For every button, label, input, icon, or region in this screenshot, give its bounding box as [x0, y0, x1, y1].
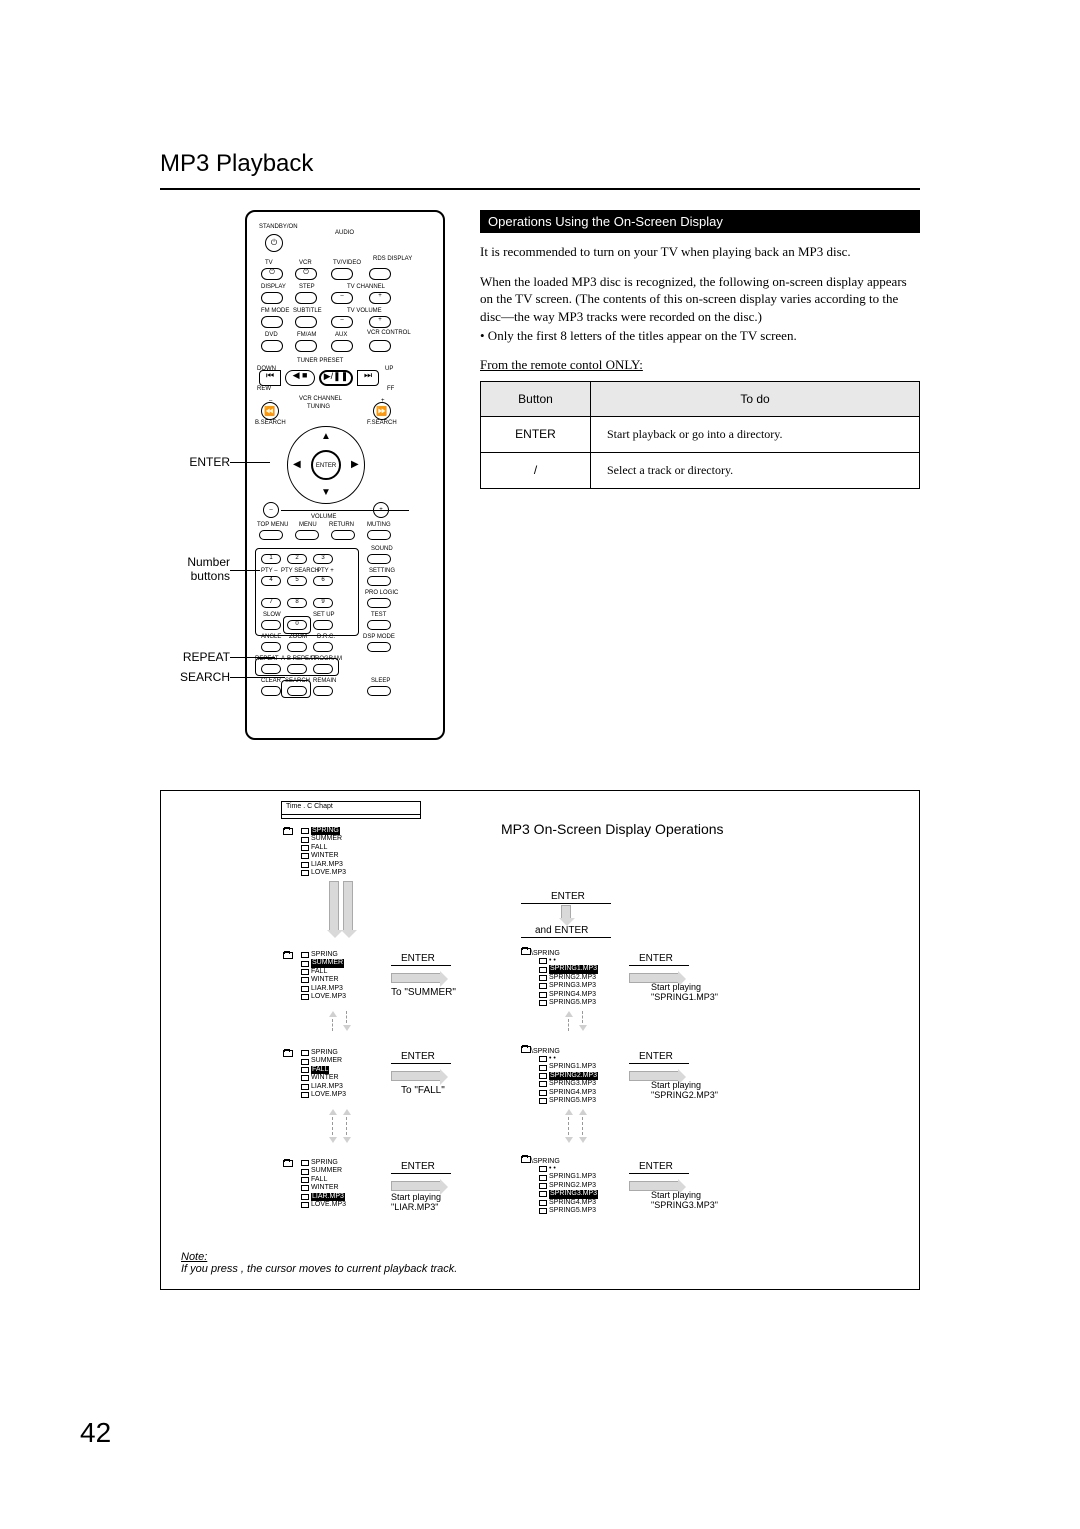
p2: When the loaded MP3 disc is recognized, … — [480, 273, 920, 326]
heading-rule — [160, 188, 920, 190]
td-arrows-desc: Select a track or directory. — [591, 452, 920, 488]
remote-only: From the remote contol ONLY: — [480, 357, 920, 373]
flow-diagram: Time . C Chapt MP3 On-Screen Display Ope… — [160, 790, 920, 1290]
page-number: 42 — [80, 1417, 111, 1449]
label-number: Number buttons — [160, 555, 230, 584]
td-enter-desc: Start playback or go into a directory. — [591, 416, 920, 452]
root-list-2: SPRING SUMMER FALL WINTER LIAR.MP3 LOVE.… — [301, 951, 346, 1001]
label-search: SEARCH — [160, 670, 230, 684]
spring-list-3: • • SPRING1.MP3 SPRING2.MP3 SPRING3.MP3 … — [539, 1165, 598, 1215]
th-button: Button — [481, 381, 591, 416]
remote-diagram: ENTER Number buttons REPEAT SEARCH STAND… — [160, 210, 450, 740]
root-list-3: SPRING SUMMER FALL WINTER LIAR.MP3 LOVE.… — [301, 1049, 346, 1099]
section-title: Operations Using the On-Screen Display — [480, 210, 920, 233]
label-enter: ENTER — [160, 455, 230, 469]
th-todo: To do — [591, 381, 920, 416]
spring-list-2: • • SPRING1.MP3 SPRING2.MP3 SPRING3.MP3 … — [539, 1055, 598, 1105]
diagram-title: MP3 On-Screen Display Operations — [501, 821, 724, 837]
bullet: • Only the first 8 letters of the titles… — [480, 327, 920, 345]
spring-list-1: • • SPRING1.MP3 SPRING2.MP3 SPRING3.MP3 … — [539, 957, 598, 1007]
remote-face: STANDBY/ON AUDIO ⏻ TV VCR TV/VIDEO RDS D… — [255, 220, 435, 730]
root-list-4: SPRING SUMMER FALL WINTER LIAR.MP3 LOVE.… — [301, 1159, 346, 1209]
td-arrows: / — [481, 452, 591, 488]
label-repeat: REPEAT — [160, 650, 230, 664]
page-heading: MP3 Playback — [160, 150, 920, 178]
root-list-1: SPRING SUMMER FALL WINTER LIAR.MP3 LOVE.… — [301, 827, 346, 877]
button-table: ButtonTo do ENTERStart playback or go in… — [480, 381, 920, 489]
diagram-note: Note: If you press , the cursor moves to… — [181, 1251, 457, 1275]
td-enter: ENTER — [481, 416, 591, 452]
p1: It is recommended to turn on your TV whe… — [480, 243, 920, 261]
